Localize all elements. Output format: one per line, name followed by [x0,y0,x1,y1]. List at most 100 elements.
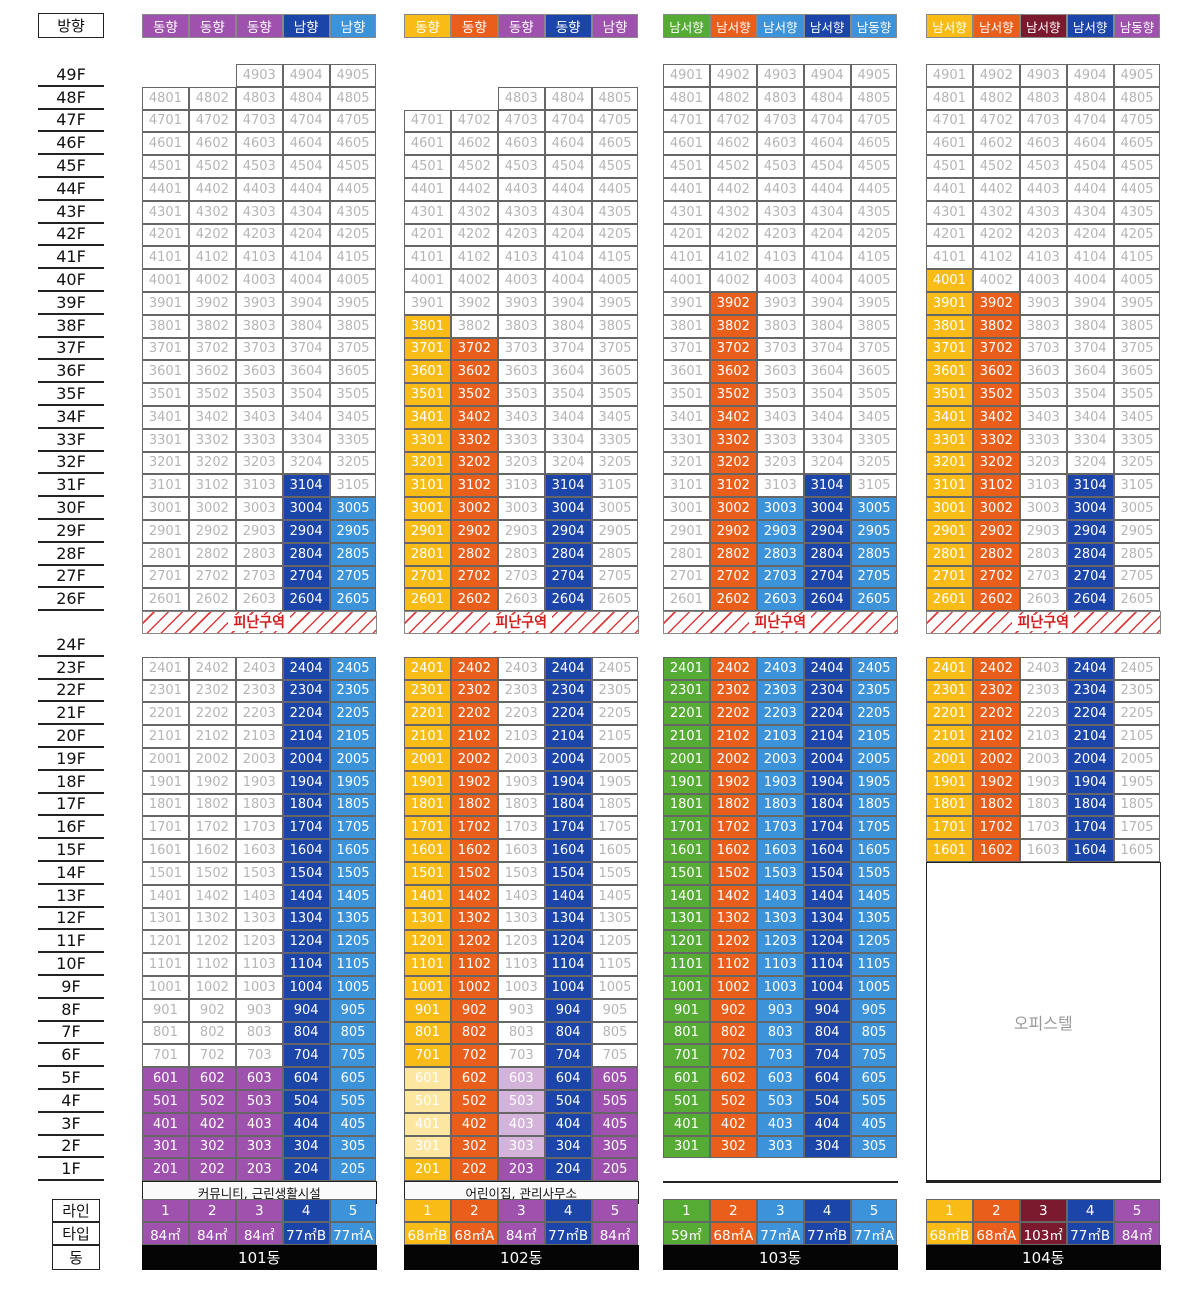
unit-cell[interactable]: 4005 [591,269,639,292]
unit-cell[interactable]: 303 [235,1135,283,1159]
unit-cell[interactable]: 3304 [282,428,330,452]
unit-cell[interactable]: 2101 [663,725,710,748]
unit-cell[interactable]: 3904 [282,292,330,315]
unit-cell[interactable]: 701 [663,1044,710,1068]
unit-cell[interactable]: 2604 [1066,588,1114,612]
unit-cell[interactable]: 1004 [544,976,592,999]
unit-cell[interactable]: 602 [450,1067,498,1090]
unit-cell[interactable]: 4601 [404,132,451,156]
unit-cell[interactable]: 1102 [450,953,498,976]
unit-cell[interactable]: 3704 [803,337,851,361]
unit-cell[interactable]: 3304 [803,428,851,452]
unit-cell[interactable]: 3401 [926,406,973,429]
unit-cell[interactable]: 3104 [803,474,851,498]
unit-cell[interactable]: 4003 [756,269,804,292]
unit-cell[interactable]: 702 [188,1044,236,1068]
unit-cell[interactable]: 3303 [497,428,545,452]
unit-cell[interactable]: 3903 [235,292,283,315]
unit-cell[interactable]: 601 [663,1067,710,1090]
unit-cell[interactable]: 3204 [803,451,851,475]
unit-cell[interactable]: 4604 [803,132,851,156]
unit-cell[interactable]: 4101 [142,246,189,270]
unit-cell[interactable]: 4404 [544,178,592,201]
unit-cell[interactable]: 1001 [663,976,710,999]
unit-cell[interactable]: 1002 [450,976,498,999]
unit-cell[interactable]: 2402 [709,656,757,680]
unit-cell[interactable]: 1702 [972,816,1020,840]
unit-cell[interactable]: 4502 [188,155,236,178]
unit-cell[interactable]: 4201 [142,223,189,247]
unit-cell[interactable]: 1303 [756,907,804,931]
unit-cell[interactable]: 2304 [1066,679,1114,703]
unit-cell[interactable]: 1601 [663,839,710,862]
unit-cell[interactable]: 2402 [450,656,498,680]
unit-cell[interactable]: 4802 [709,86,757,110]
unit-cell[interactable]: 1701 [404,816,451,840]
unit-cell[interactable]: 4202 [188,223,236,247]
unit-cell[interactable]: 402 [709,1112,757,1136]
unit-cell[interactable]: 4103 [756,246,804,270]
unit-cell[interactable]: 4303 [235,200,283,224]
unit-cell[interactable]: 2703 [756,565,804,589]
unit-cell[interactable]: 2102 [450,725,498,748]
unit-cell[interactable]: 4304 [544,200,592,224]
unit-cell[interactable]: 4502 [709,155,757,178]
unit-cell[interactable]: 4602 [972,132,1020,156]
unit-cell[interactable]: 2705 [329,565,377,589]
unit-cell[interactable]: 4705 [850,109,898,133]
unit-cell[interactable]: 1902 [709,770,757,794]
unit-cell[interactable]: 1205 [591,930,639,954]
unit-cell[interactable]: 4601 [926,132,973,156]
unit-cell[interactable]: 704 [544,1044,592,1068]
unit-cell[interactable]: 701 [404,1044,451,1068]
unit-cell[interactable]: 405 [850,1112,898,1136]
unit-cell[interactable]: 504 [282,1090,330,1113]
unit-cell[interactable]: 2305 [1113,679,1161,703]
unit-cell[interactable]: 2902 [450,520,498,543]
unit-cell[interactable]: 3705 [591,337,639,361]
unit-cell[interactable]: 3701 [404,337,451,361]
unit-cell[interactable]: 1203 [497,930,545,954]
unit-cell[interactable]: 1203 [756,930,804,954]
unit-cell[interactable]: 2202 [972,702,1020,726]
unit-cell[interactable]: 2703 [497,565,545,589]
unit-cell[interactable]: 3504 [803,383,851,406]
unit-cell[interactable]: 4004 [1066,269,1114,292]
unit-cell[interactable]: 1102 [188,953,236,976]
unit-cell[interactable]: 2301 [663,679,710,703]
unit-cell[interactable]: 3002 [450,497,498,520]
unit-cell[interactable]: 2001 [926,748,973,771]
unit-cell[interactable]: 3302 [709,428,757,452]
unit-cell[interactable]: 4104 [282,246,330,270]
unit-cell[interactable]: 2204 [803,702,851,726]
unit-cell[interactable]: 1501 [663,862,710,885]
unit-cell[interactable]: 1604 [803,839,851,862]
unit-cell[interactable]: 4405 [850,178,898,201]
unit-cell[interactable]: 3401 [142,406,189,429]
unit-cell[interactable]: 3302 [188,428,236,452]
unit-cell[interactable]: 3702 [188,337,236,361]
unit-cell[interactable]: 3505 [850,383,898,406]
unit-cell[interactable]: 802 [188,1021,236,1045]
unit-cell[interactable]: 403 [497,1112,545,1136]
unit-cell[interactable]: 205 [591,1158,639,1182]
unit-cell[interactable]: 3303 [235,428,283,452]
unit-cell[interactable]: 2402 [188,656,236,680]
unit-cell[interactable]: 3102 [450,474,498,498]
unit-cell[interactable]: 1704 [1066,816,1114,840]
unit-cell[interactable]: 3203 [235,451,283,475]
unit-cell[interactable]: 4302 [709,200,757,224]
unit-cell[interactable]: 1005 [850,976,898,999]
unit-cell[interactable]: 803 [235,1021,283,1045]
unit-cell[interactable]: 1505 [329,862,377,885]
unit-cell[interactable]: 3803 [235,314,283,338]
unit-cell[interactable]: 204 [544,1158,592,1182]
unit-cell[interactable]: 703 [235,1044,283,1068]
unit-cell[interactable]: 1602 [450,839,498,862]
unit-cell[interactable]: 3002 [972,497,1020,520]
unit-cell[interactable]: 3403 [1019,406,1067,429]
unit-cell[interactable]: 2003 [497,748,545,771]
unit-cell[interactable]: 3402 [450,406,498,429]
unit-cell[interactable]: 1903 [1019,770,1067,794]
unit-cell[interactable]: 3704 [1066,337,1114,361]
